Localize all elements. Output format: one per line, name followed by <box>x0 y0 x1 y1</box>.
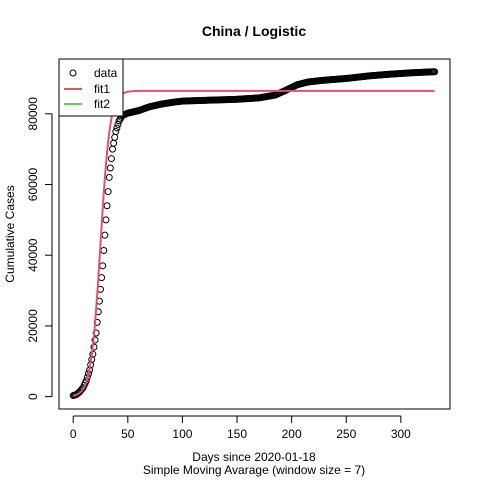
data-point <box>99 262 107 270</box>
x-tick-label: 250 <box>336 427 356 441</box>
data-point <box>100 246 108 254</box>
data-point <box>111 133 119 141</box>
legend-label-fit1: fit1 <box>94 82 110 96</box>
chart-title: China / Logistic <box>202 23 306 39</box>
y-tick-label: 20000 <box>26 309 40 343</box>
data-point <box>103 202 111 210</box>
y-tick-label: 0 <box>26 393 40 400</box>
y-axis: 0 20000 40000 60000 80000 <box>26 97 53 400</box>
legend-data-marker <box>69 69 77 77</box>
data-point <box>113 124 121 132</box>
data-point <box>101 231 109 239</box>
plot-border <box>58 58 451 410</box>
y-tick-label: 40000 <box>26 238 40 272</box>
legend-label-fit2: fit2 <box>94 97 110 111</box>
data-point <box>105 173 113 181</box>
data-series <box>69 68 439 400</box>
data-point <box>431 68 439 76</box>
plot-area <box>58 58 451 410</box>
x-tick-label: 100 <box>172 427 192 441</box>
x-tick-label: 50 <box>121 427 135 441</box>
chart-subtitle: Simple Moving Avarage (window size = 7) <box>143 463 365 477</box>
x-axis-label: Days since 2020-01-18 <box>192 450 316 464</box>
data-point <box>109 145 117 153</box>
data-point <box>112 127 120 135</box>
x-axis: 0 50 100 150 200 250 300 <box>70 415 411 441</box>
data-point <box>107 155 115 163</box>
legend-label-data: data <box>94 66 118 80</box>
x-tick-label: 150 <box>227 427 247 441</box>
data-point <box>92 329 100 337</box>
data-point <box>91 336 99 344</box>
y-tick-label: 60000 <box>26 167 40 201</box>
data-point <box>102 216 110 224</box>
data-point <box>104 188 112 196</box>
fit1-line <box>72 89 435 397</box>
legend-box <box>58 58 124 117</box>
y-tick-label: 80000 <box>26 97 40 131</box>
y-axis-label: Cumulative Cases <box>3 185 17 282</box>
data-point <box>110 139 118 147</box>
x-tick-label: 0 <box>70 427 77 441</box>
data-point <box>106 164 114 172</box>
x-tick-label: 200 <box>282 427 302 441</box>
legend: data fit1 fit2 <box>58 58 124 117</box>
data-point <box>115 117 123 125</box>
fit-lines <box>72 89 435 397</box>
x-tick-label: 300 <box>391 427 411 441</box>
